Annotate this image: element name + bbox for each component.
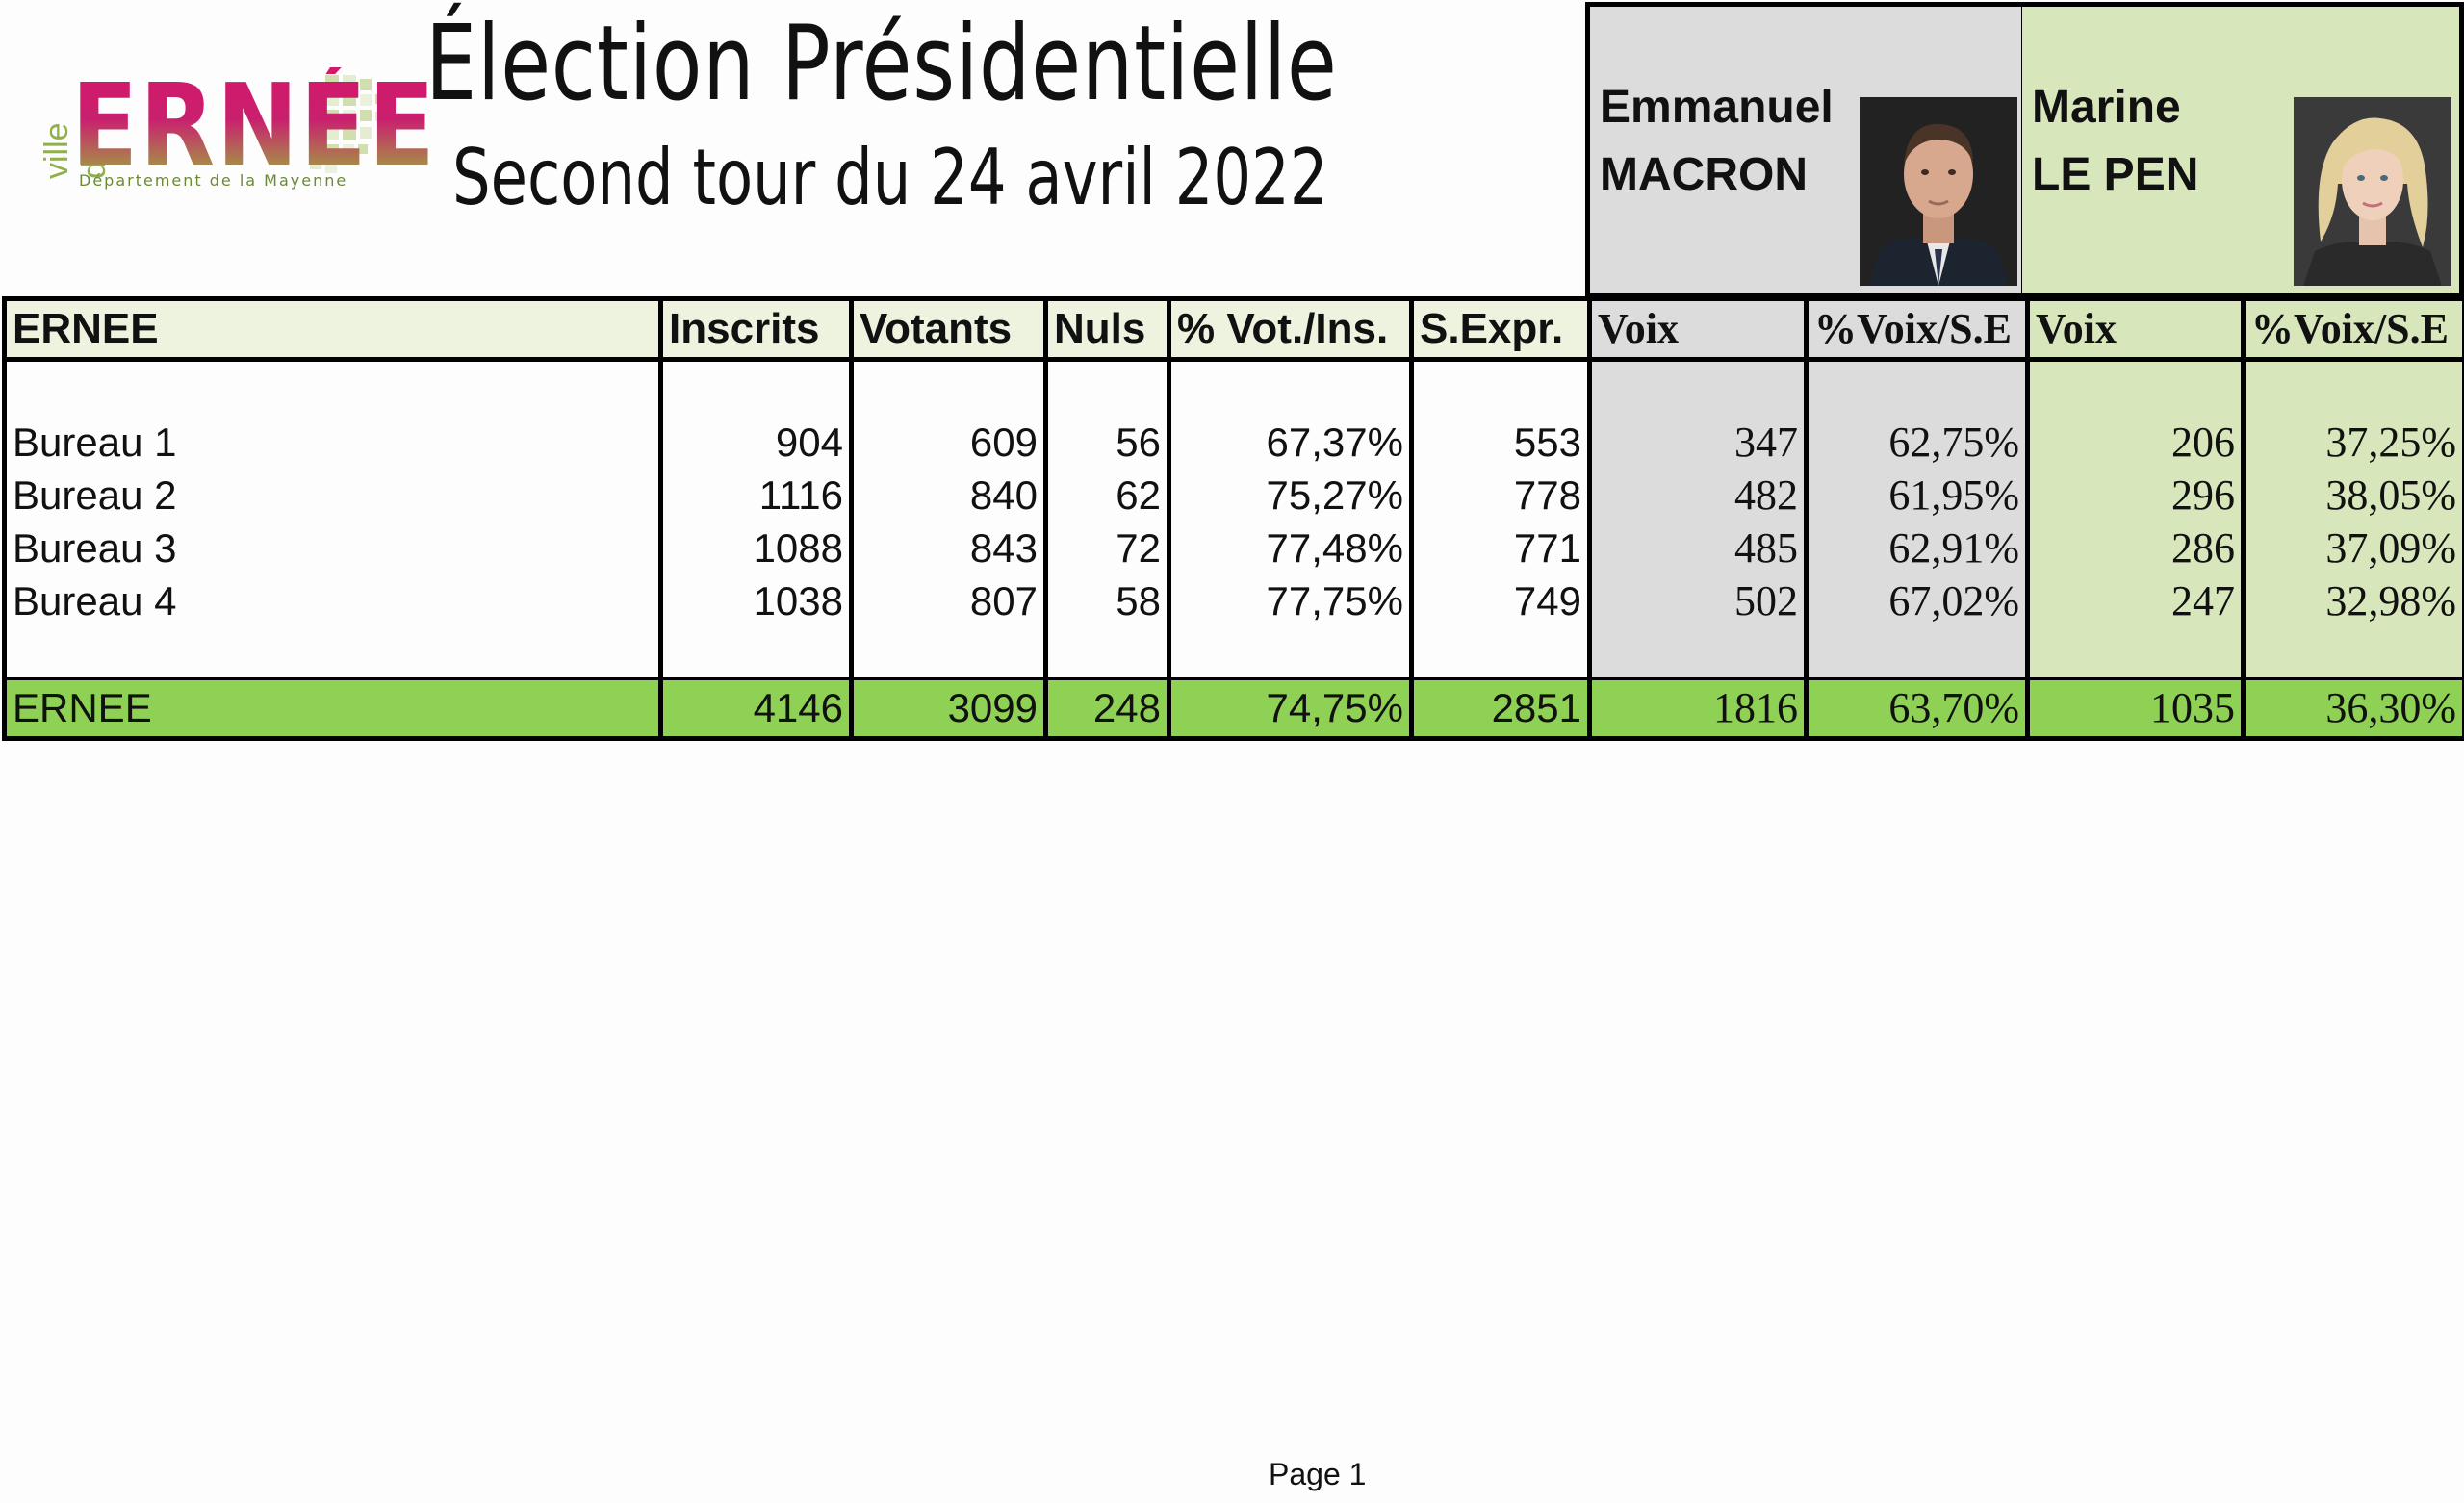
- total-macron-pct: 63,70%: [1804, 677, 2030, 741]
- table-row: Bureau 1 904 609 56 67,37% 553 347 62,75…: [2, 415, 2464, 469]
- candidate-firstname: Emmanuel: [1600, 82, 1834, 133]
- table-spacer-row: [2, 626, 2464, 679]
- header-inscrits: Inscrits: [658, 296, 854, 362]
- cell-lepen-pct: 32,98%: [2241, 573, 2464, 627]
- cell-macron-pct: 61,95%: [1804, 468, 2030, 522]
- bureau-name: Bureau 1: [2, 415, 663, 469]
- total-macron-voix: 1816: [1587, 677, 1809, 741]
- candidate-name-lepen: Marine LE PEN: [2032, 74, 2198, 209]
- cell-pct-vot-ins: 77,48%: [1167, 521, 1414, 574]
- bureau-name: Bureau 3: [2, 521, 663, 574]
- total-inscrits: 4146: [658, 677, 854, 741]
- bureau-name: Bureau 2: [2, 468, 663, 522]
- table-total-row: ERNEE 4146 3099 248 74,75% 2851 1816 63,…: [2, 677, 2464, 741]
- cell-lepen-pct: 38,05%: [2241, 468, 2464, 522]
- cell-macron-voix: 482: [1587, 468, 1809, 522]
- total-votants: 3099: [849, 677, 1048, 741]
- cell-lepen-voix: 247: [2025, 573, 2246, 627]
- bureau-name: Bureau 4: [2, 573, 663, 627]
- cell-votants: 807: [849, 573, 1048, 627]
- cell-s-expr: 771: [1409, 521, 1592, 574]
- page-number: Page 1: [1269, 1457, 1367, 1491]
- header-pct-vot-ins: % Vot./Ins.: [1167, 296, 1414, 362]
- candidate-name-macron: Emmanuel MACRON: [1600, 74, 1834, 209]
- ernee-logo: ville d' ERNÉE Département de la Mayenne: [37, 65, 435, 200]
- cell-lepen-voix: 296: [2025, 468, 2246, 522]
- candidate-header-macron: Emmanuel MACRON: [1585, 2, 2026, 298]
- results-table: ERNEE Inscrits Votants Nuls % Vot./Ins. …: [2, 296, 2464, 741]
- cell-inscrits: 904: [658, 415, 854, 469]
- cell-macron-voix: 485: [1587, 521, 1809, 574]
- table-spacer-row: [2, 359, 2464, 416]
- total-nuls: 248: [1043, 677, 1171, 741]
- cell-lepen-voix: 206: [2025, 415, 2246, 469]
- cell-s-expr: 778: [1409, 468, 1592, 522]
- cell-votants: 843: [849, 521, 1048, 574]
- cell-lepen-voix: 286: [2025, 521, 2246, 574]
- logo-pixel-mosaic: [310, 75, 385, 173]
- table-row: Bureau 2 1116 840 62 75,27% 778 482 61,9…: [2, 468, 2464, 522]
- total-label: ERNEE: [2, 677, 663, 741]
- candidate-firstname: Marine: [2032, 82, 2181, 133]
- cell-macron-voix: 347: [1587, 415, 1809, 469]
- cell-votants: 840: [849, 468, 1048, 522]
- cell-s-expr: 553: [1409, 415, 1592, 469]
- cell-nuls: 62: [1043, 468, 1171, 522]
- page-title: Élection Présidentielle: [425, 4, 1338, 124]
- cell-s-expr: 749: [1409, 573, 1592, 627]
- candidate-lastname: MACRON: [1600, 149, 1808, 200]
- header-votants: Votants: [849, 296, 1048, 362]
- cell-macron-pct: 62,91%: [1804, 521, 2030, 574]
- page-subtitle: Second tour du 24 avril 2022: [452, 133, 1328, 222]
- cell-macron-voix: 502: [1587, 573, 1809, 627]
- candidate-photo-macron: [1860, 97, 2017, 286]
- total-s-expr: 2851: [1409, 677, 1592, 741]
- cell-nuls: 56: [1043, 415, 1171, 469]
- header-s-expr: S.Expr.: [1409, 296, 1592, 362]
- candidate-lastname: LE PEN: [2032, 149, 2199, 200]
- candidate-photo-lepen: [2294, 97, 2451, 286]
- cell-lepen-pct: 37,09%: [2241, 521, 2464, 574]
- cell-pct-vot-ins: 77,75%: [1167, 573, 1414, 627]
- table-row: Bureau 4 1038 807 58 77,75% 749 502 67,0…: [2, 573, 2464, 627]
- cell-nuls: 72: [1043, 521, 1171, 574]
- candidate-header-lepen: Marine LE PEN: [2022, 2, 2464, 298]
- cell-macron-pct: 67,02%: [1804, 573, 2030, 627]
- total-pct-vot-ins: 74,75%: [1167, 677, 1414, 741]
- table-row: Bureau 3 1088 843 72 77,48% 771 485 62,9…: [2, 521, 2464, 574]
- logo-department-text: Département de la Mayenne: [79, 171, 348, 190]
- cell-pct-vot-ins: 75,27%: [1167, 468, 1414, 522]
- cell-lepen-pct: 37,25%: [2241, 415, 2464, 469]
- cell-inscrits: 1116: [658, 468, 854, 522]
- header-lepen-voix: Voix: [2025, 296, 2246, 362]
- header-macron-pct: %Voix/S.E: [1804, 296, 2030, 362]
- cell-votants: 609: [849, 415, 1048, 469]
- total-lepen-voix: 1035: [2025, 677, 2246, 741]
- cell-pct-vot-ins: 67,37%: [1167, 415, 1414, 469]
- total-lepen-pct: 36,30%: [2241, 677, 2464, 741]
- header-lepen-pct: %Voix/S.E: [2241, 296, 2464, 362]
- header-commune: ERNEE: [2, 296, 663, 362]
- header-macron-voix: Voix: [1587, 296, 1809, 362]
- cell-macron-pct: 62,75%: [1804, 415, 2030, 469]
- header-nuls: Nuls: [1043, 296, 1171, 362]
- table-header-row: ERNEE Inscrits Votants Nuls % Vot./Ins. …: [2, 296, 2464, 362]
- logo-wordmark: ERNÉE: [71, 59, 437, 191]
- cell-inscrits: 1038: [658, 573, 854, 627]
- cell-inscrits: 1088: [658, 521, 854, 574]
- cell-nuls: 58: [1043, 573, 1171, 627]
